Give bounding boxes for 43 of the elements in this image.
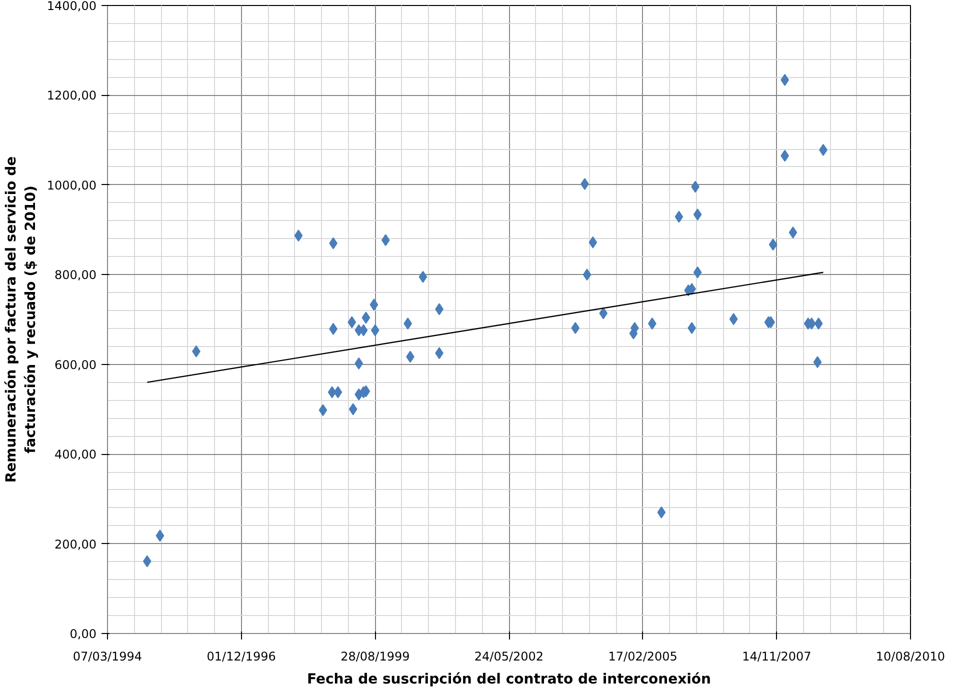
point	[156, 530, 164, 542]
point	[582, 268, 592, 281]
point	[729, 313, 738, 326]
point	[813, 356, 822, 368]
x-tick-label: 17/02/2005	[608, 650, 678, 664]
point	[362, 312, 370, 324]
point	[693, 266, 702, 278]
y-axis-title: Remuneración por factura del servicio de facturación y recuado ($ de 2010)	[4, 156, 39, 483]
y-tick-label: 1200,00	[46, 88, 96, 103]
point	[599, 307, 608, 320]
point	[318, 404, 328, 416]
point	[814, 318, 823, 330]
x-axis-title: Fecha de suscripción del contrato de interconexión	[306, 672, 712, 688]
point	[418, 270, 428, 283]
y-tick-label: 1400,00	[46, 0, 96, 13]
point	[328, 386, 336, 398]
point	[588, 236, 598, 248]
point	[768, 238, 778, 251]
point	[571, 322, 580, 334]
y-tick-label: 200,00	[54, 537, 97, 552]
point	[294, 230, 303, 242]
point	[657, 506, 666, 518]
x-tick-label: 10/08/2010	[876, 650, 946, 664]
point	[674, 210, 684, 223]
point	[142, 555, 152, 568]
y-tick-label: 600,00	[54, 358, 97, 372]
point	[381, 234, 390, 246]
x-tick-label: 28/08/1999	[340, 650, 410, 664]
point	[370, 298, 378, 311]
x-tick-label: 07/03/1994	[72, 650, 142, 664]
point	[354, 357, 364, 370]
x-tick-label: 24/05/2002	[474, 650, 544, 664]
y-tick-label: 1000,00	[46, 178, 96, 192]
point	[334, 386, 342, 398]
x-tick-label: 01/12/1996	[206, 650, 276, 664]
y-tick-label: 400,00	[54, 448, 97, 462]
point	[348, 403, 358, 416]
y-tick-label: 0,00	[70, 627, 96, 641]
point	[693, 208, 702, 221]
x-tick-label: 14/11/2007	[742, 650, 812, 664]
point	[788, 226, 798, 238]
point	[348, 316, 356, 328]
y-tick-label: 800,00	[54, 268, 97, 282]
